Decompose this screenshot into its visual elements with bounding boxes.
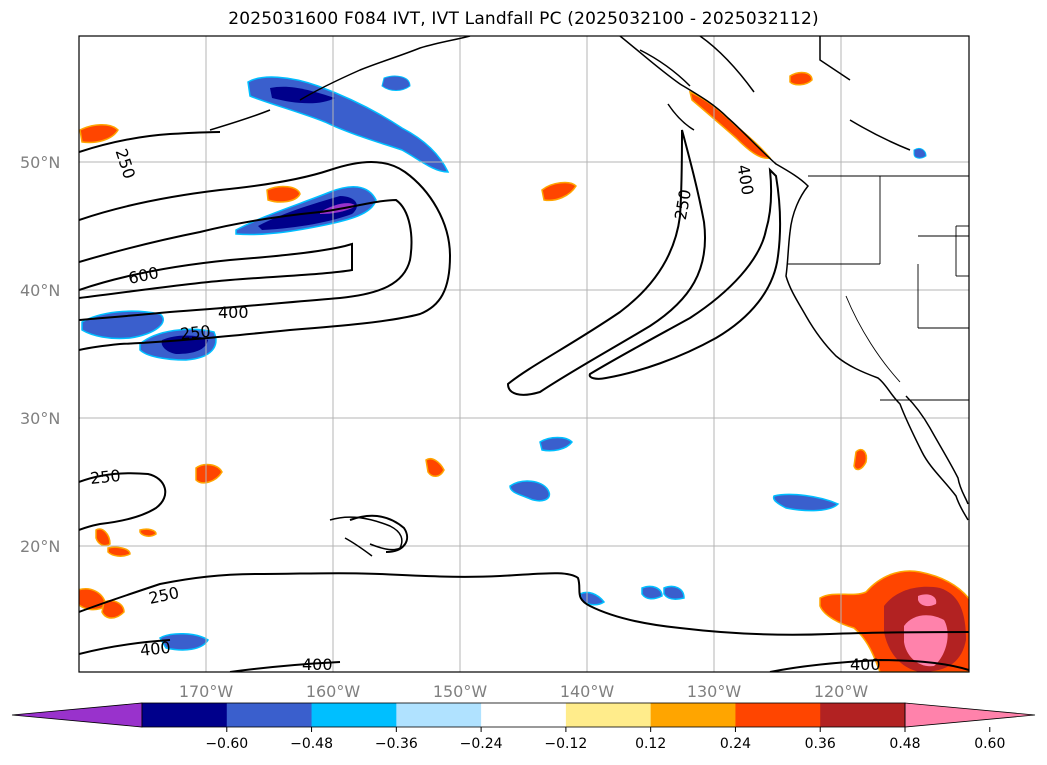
colorbar-tick-label: 0.48 xyxy=(889,736,920,752)
lon-label: 150°W xyxy=(433,682,488,701)
colorbar-cell xyxy=(565,703,652,727)
lon-label: 140°W xyxy=(560,682,615,701)
colorbar-cell xyxy=(226,703,313,727)
lon-label: 170°W xyxy=(179,682,234,701)
colorbar-cell xyxy=(311,703,397,727)
colorbar-frame xyxy=(141,702,906,728)
contour-label: 250 xyxy=(179,322,211,344)
colorbar-tick-label: −0.24 xyxy=(460,736,503,752)
lat-label: 40°N xyxy=(20,281,60,300)
longitude-labels: 170°W 160°W 150°W 140°W 130°W 120°W xyxy=(179,682,869,701)
lat-label: 20°N xyxy=(20,537,60,556)
colorbar-tick-label: −0.48 xyxy=(290,736,333,752)
lon-label: 160°W xyxy=(306,682,361,701)
lon-label: 130°W xyxy=(687,682,742,701)
colorbar-extend-low xyxy=(11,702,143,728)
colorbar-extend-high xyxy=(904,702,1036,728)
colorbar-tick-label: 0.12 xyxy=(635,736,666,752)
lon-label: 120°W xyxy=(814,682,869,701)
map-title: 2025031600 F084 IVT, IVT Landfall PC (20… xyxy=(228,9,819,29)
contour-label: 250 xyxy=(89,466,121,488)
plot-area xyxy=(79,36,969,672)
colorbar-cell xyxy=(481,703,567,727)
colorbar: −0.60 −0.48 −0.36 −0.24 −0.12 0.12 0.24 0.36 0.4… xyxy=(11,702,1036,752)
plot-frame xyxy=(78,35,970,673)
colorbar-tick-label: 0.24 xyxy=(720,736,751,752)
contour-label: 400 xyxy=(850,655,881,674)
colorbar-cell xyxy=(820,703,906,727)
lat-label: 50°N xyxy=(20,153,60,172)
colorbar-tick-label: −0.12 xyxy=(544,736,587,752)
colorbar-cell xyxy=(735,703,821,727)
colorbar-tick-label: 0.36 xyxy=(805,736,836,752)
contour-label: 400 xyxy=(218,303,249,322)
ivt-contours xyxy=(79,129,969,672)
lat-label: 30°N xyxy=(20,409,60,428)
graticule xyxy=(79,36,969,672)
colorbar-tick-label: 0.60 xyxy=(974,736,1005,752)
colorbar-cell xyxy=(396,703,482,727)
contour-label: 400 xyxy=(302,655,333,674)
state-borders xyxy=(788,175,969,401)
colorbar-tick-label: −0.60 xyxy=(205,736,248,752)
colorbar-cell xyxy=(650,703,736,727)
contour-label: 400 xyxy=(139,638,171,660)
colorbar-tick-label: −0.36 xyxy=(375,736,418,752)
latitude-labels: 50°N 40°N 30°N 20°N xyxy=(20,153,60,556)
shaded-ivt-field xyxy=(79,71,969,672)
colorbar-cell xyxy=(142,703,228,727)
coastlines xyxy=(209,36,969,557)
